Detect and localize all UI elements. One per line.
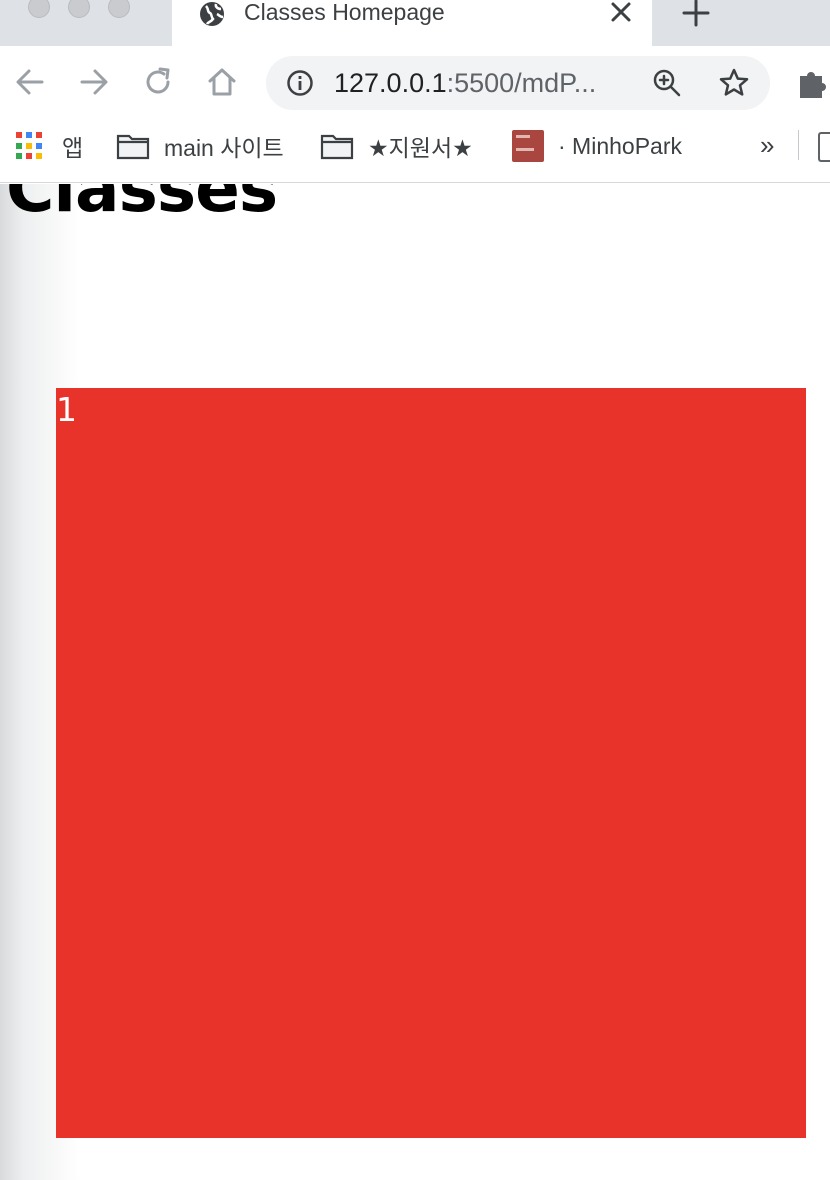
new-tab-button[interactable] — [680, 0, 712, 29]
site-info-icon[interactable] — [286, 69, 314, 97]
bookmark-label: · MinhoPark — [558, 132, 682, 159]
tab-classes-homepage[interactable]: Classes Homepage — [172, 0, 652, 46]
red-box: 1 — [56, 388, 806, 1138]
window-zoom-button[interactable] — [108, 0, 130, 18]
browser-chrome: Classes Homepage — [0, 0, 830, 184]
url-text[interactable]: 127.0.0.1:5500/mdP... — [334, 68, 634, 99]
extensions-icon[interactable] — [796, 66, 830, 100]
url-host: 127.0.0.1 — [334, 68, 447, 98]
bookmark-label: ★지원서★ — [368, 135, 473, 161]
folder-icon — [116, 134, 150, 160]
toolbar: 127.0.0.1:5500/mdP... — [0, 46, 830, 120]
address-bar[interactable]: 127.0.0.1:5500/mdP... — [266, 56, 770, 110]
page-viewport: Classes 1 — [0, 184, 830, 1180]
bookmark-folder-applications[interactable]: ★지원서★ — [320, 120, 473, 172]
bookmarks-divider — [798, 130, 799, 160]
window-minimize-button[interactable] — [68, 0, 90, 18]
back-icon[interactable] — [12, 64, 48, 100]
bookmark-folder-main[interactable]: main 사이트 — [116, 120, 284, 172]
zoom-icon[interactable] — [652, 68, 682, 98]
folder-icon — [320, 134, 354, 160]
window-close-button[interactable] — [28, 0, 50, 18]
bookmark-star-icon[interactable] — [718, 67, 750, 99]
close-icon[interactable] — [606, 0, 636, 27]
bookmark-minhopark[interactable]: · MinhoPark — [512, 120, 682, 172]
reading-list-icon[interactable] — [818, 132, 830, 162]
bookmarks-bar: 앱 main 사이트 ★지원서★ · MinhoPark » — [0, 120, 830, 183]
bookmark-label: main 사이트 — [164, 135, 284, 161]
box-label: 1 — [56, 390, 77, 429]
tab-title: Classes Homepage — [244, 0, 445, 25]
apps-grid-icon — [16, 132, 44, 160]
home-icon[interactable] — [204, 64, 240, 100]
reload-icon[interactable] — [140, 64, 176, 100]
page-title: Classes — [6, 184, 278, 227]
tab-strip: Classes Homepage — [0, 0, 830, 46]
bookmark-apps[interactable]: 앱 — [16, 120, 83, 172]
url-path: :5500/mdP... — [446, 68, 597, 98]
blog-favicon — [512, 130, 544, 162]
forward-icon[interactable] — [76, 64, 112, 100]
globe-icon — [200, 2, 224, 26]
bookmarks-overflow-button[interactable]: » — [760, 130, 775, 160]
bookmark-label: 앱 — [62, 135, 84, 161]
